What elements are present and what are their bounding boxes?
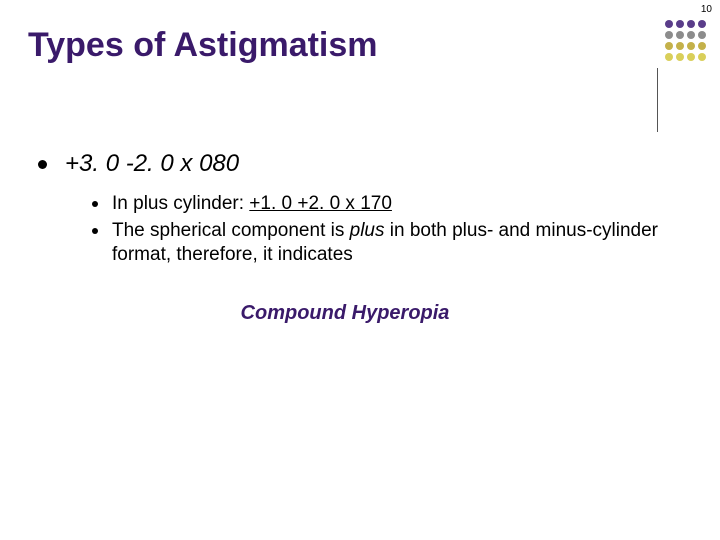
dot-icon [676,53,684,61]
content-area: +3. 0 -2. 0 x 080 In plus cylinder: +1. … [38,150,690,325]
dot-icon [665,42,673,50]
sub1-prefix: In plus cylinder: [112,193,249,214]
dot-icon [687,53,695,61]
sub1-underlined: +1. 0 +2. 0 x 170 [249,193,392,214]
decorative-dot-grid [665,20,706,61]
bullet-icon [38,160,47,169]
bullet-level2: In plus cylinder: +1. 0 +2. 0 x 170 [92,192,690,217]
sub-bullet-1: In plus cylinder: +1. 0 +2. 0 x 170 [112,192,392,217]
dot-icon [676,31,684,39]
dot-icon [698,42,706,50]
sub-bullet-2: The spherical component is plus in both … [112,219,690,268]
bullet-icon [92,201,98,207]
dot-icon [665,31,673,39]
slide-number: 10 [701,4,712,15]
dot-icon [665,20,673,28]
sub2-plus: plus [350,220,385,241]
main-bullet-text: +3. 0 -2. 0 x 080 [65,150,239,178]
sub2-a: The spherical component is [112,220,350,241]
vertical-rule [657,68,658,132]
dot-icon [687,42,695,50]
dot-icon [698,31,706,39]
bullet-icon [92,228,98,234]
dot-icon [698,20,706,28]
bullet-level1: +3. 0 -2. 0 x 080 [38,150,690,178]
dot-icon [698,53,706,61]
dot-icon [676,20,684,28]
dot-icon [687,20,695,28]
dot-icon [687,31,695,39]
conclusion-text: Compound Hyperopia [0,302,690,325]
bullet-level2: The spherical component is plus in both … [92,219,690,268]
dot-icon [676,42,684,50]
slide-title: Types of Astigmatism [28,26,378,65]
dot-icon [665,53,673,61]
